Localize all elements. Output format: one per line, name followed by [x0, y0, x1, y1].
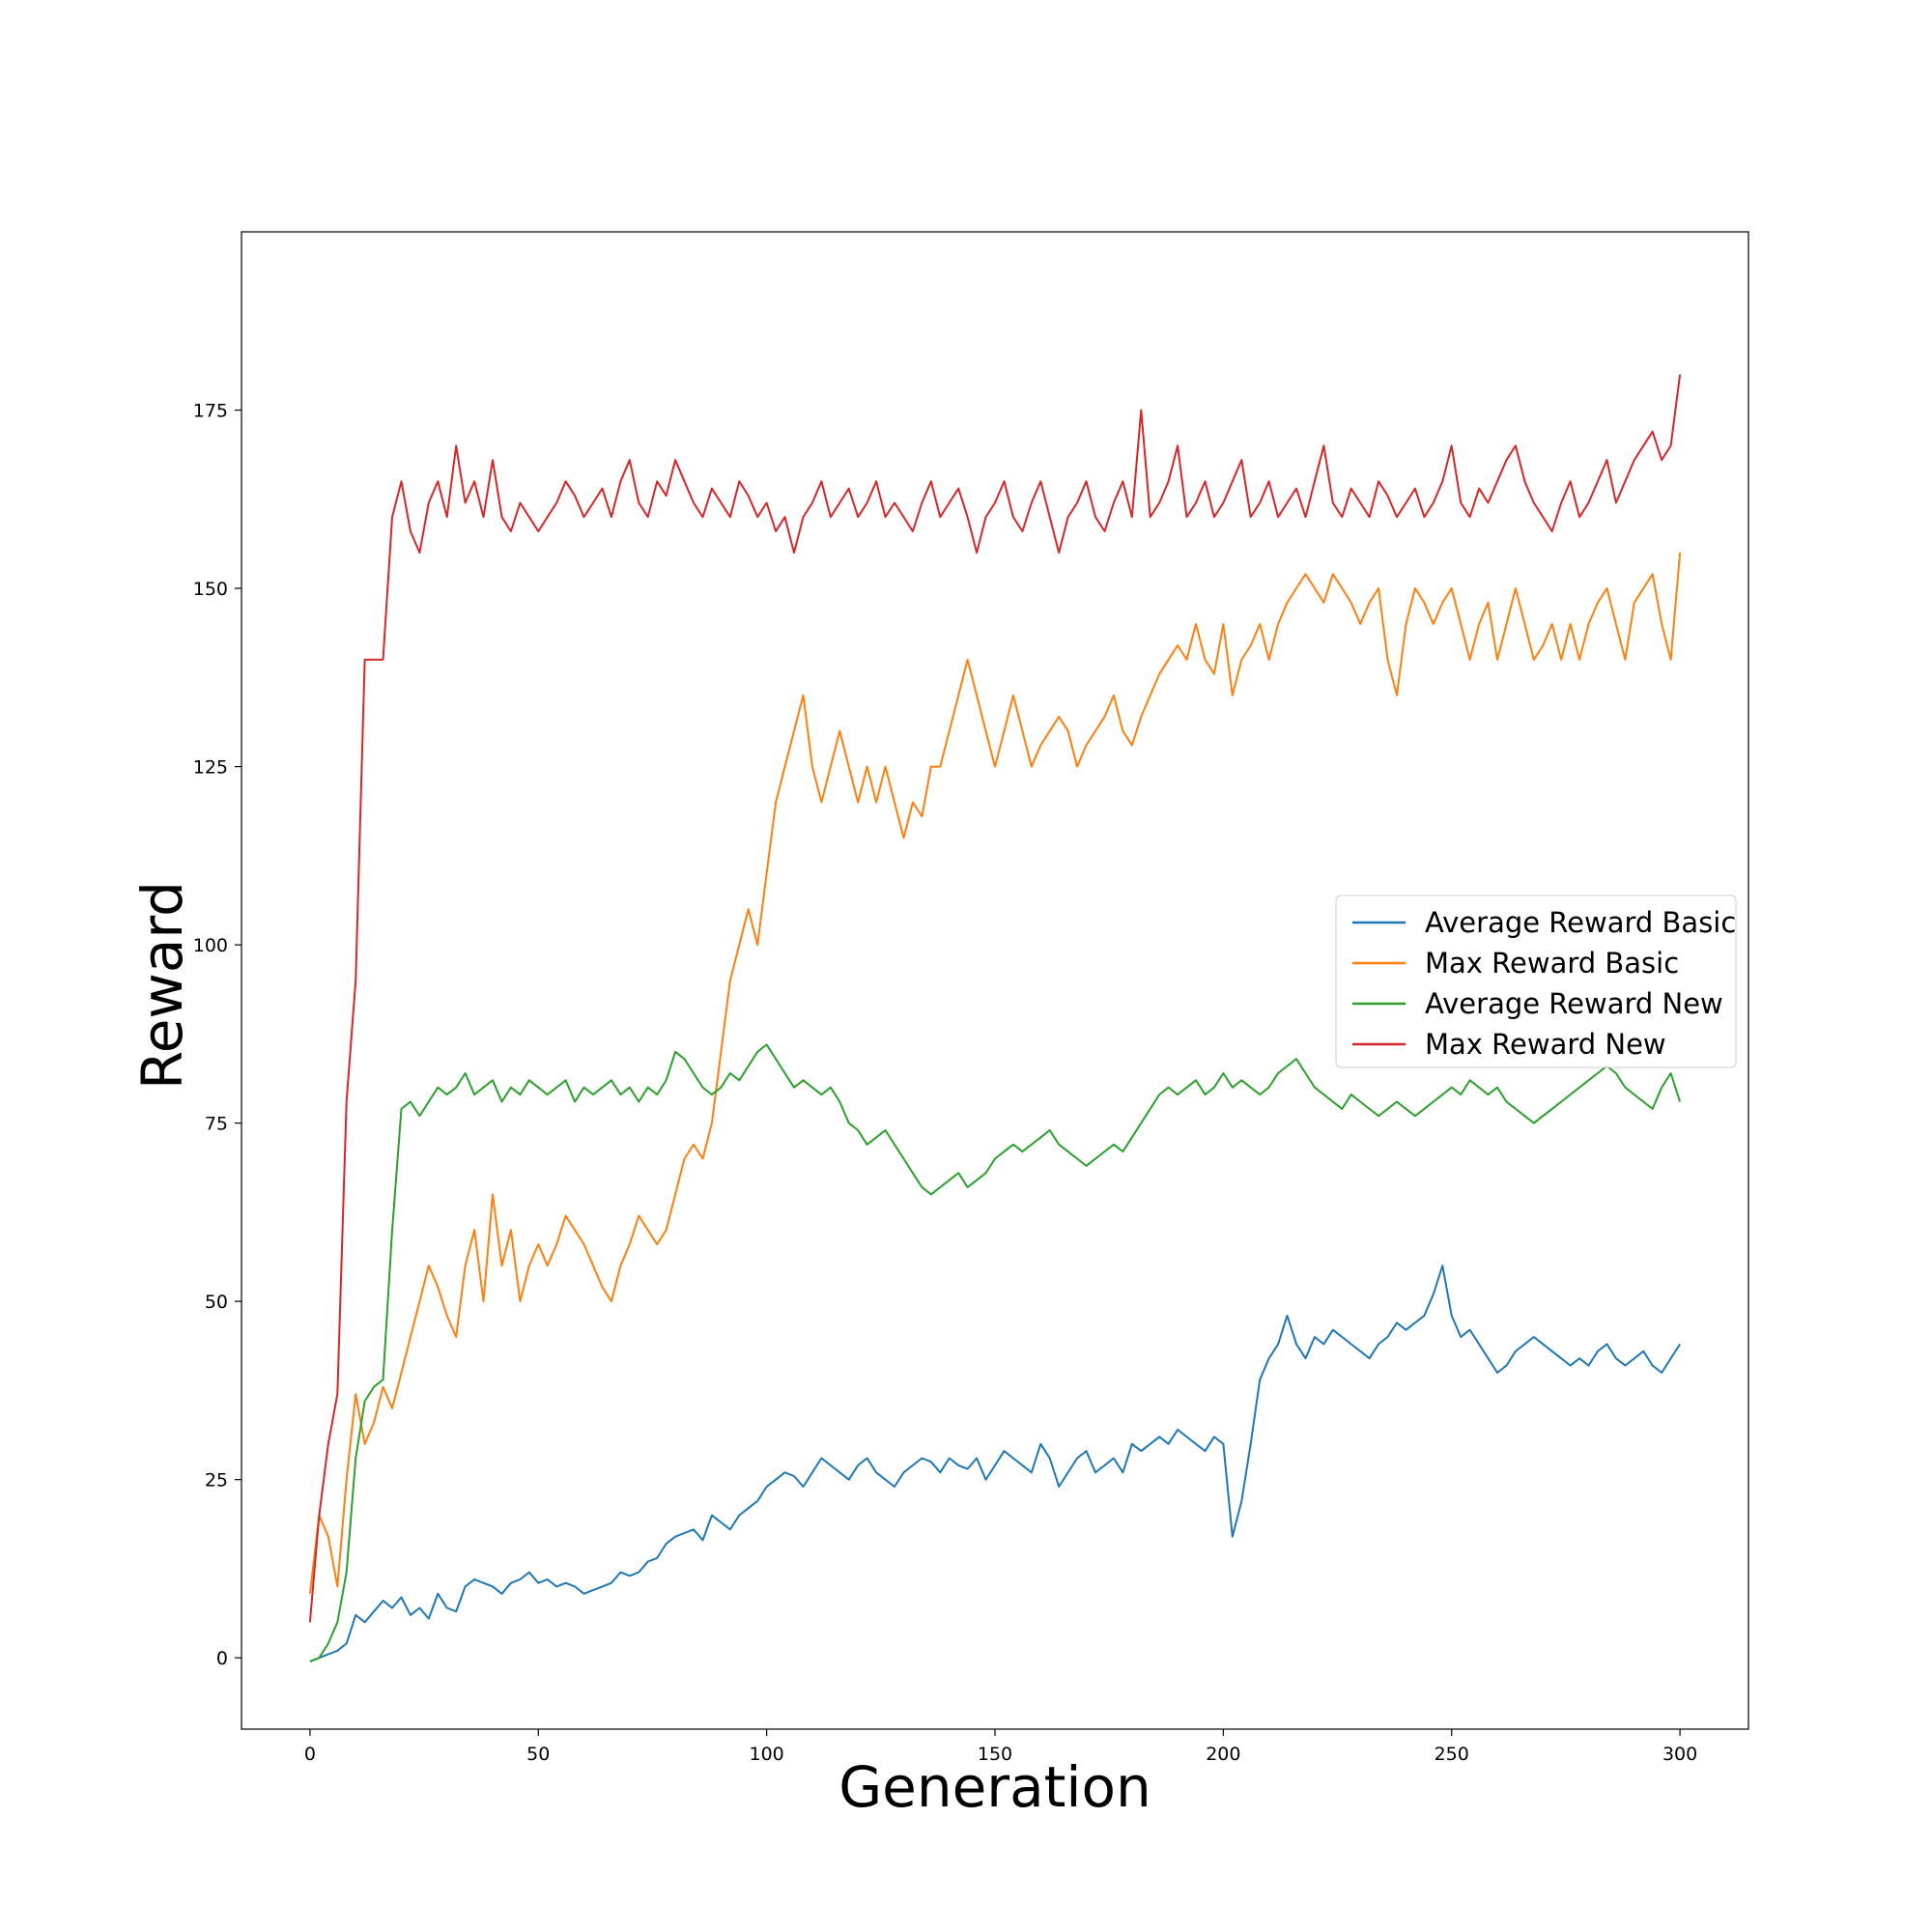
x-tick-label: 150 [978, 1744, 1012, 1765]
x-tick-label: 50 [526, 1744, 550, 1765]
y-tick-label: 100 [193, 935, 228, 956]
x-tick-label: 0 [304, 1744, 316, 1765]
series-line-2 [308, 553, 1682, 1594]
legend-label: Average Reward Basic [1425, 906, 1736, 939]
y-tick-label: 75 [205, 1114, 228, 1135]
y-tick-label: 125 [193, 757, 228, 779]
y-tick-label: 175 [193, 401, 228, 422]
series-line-4 [308, 374, 1682, 1623]
series-line-3 [309, 1043, 1682, 1662]
y-tick-label: 0 [216, 1648, 228, 1669]
series-line-1 [309, 1264, 1681, 1662]
legend-label: Max Reward Basic [1425, 947, 1679, 980]
legend: Average Reward Basic Max Reward Basic Aver… [1335, 895, 1737, 1068]
x-tick-label: 200 [1206, 1744, 1240, 1765]
y-axis-label: Reward [129, 881, 195, 1090]
x-tick-label: 250 [1435, 1744, 1469, 1765]
y-axis: 0 25 50 75 100 125 150 175 [193, 401, 242, 1669]
series-lines [308, 374, 1682, 1662]
x-axis: 0 50 100 150 200 250 300 [304, 1729, 1697, 1765]
x-axis-label: Generation [838, 1754, 1151, 1820]
x-tick-label: 300 [1662, 1744, 1697, 1765]
legend-box [1335, 895, 1737, 1068]
x-tick-label: 100 [750, 1744, 784, 1765]
y-tick-label: 25 [205, 1470, 228, 1492]
legend-label: Max Reward New [1425, 1028, 1666, 1061]
legend-label: Average Reward New [1425, 987, 1723, 1020]
y-tick-label: 150 [193, 579, 228, 600]
y-tick-label: 50 [205, 1292, 228, 1313]
